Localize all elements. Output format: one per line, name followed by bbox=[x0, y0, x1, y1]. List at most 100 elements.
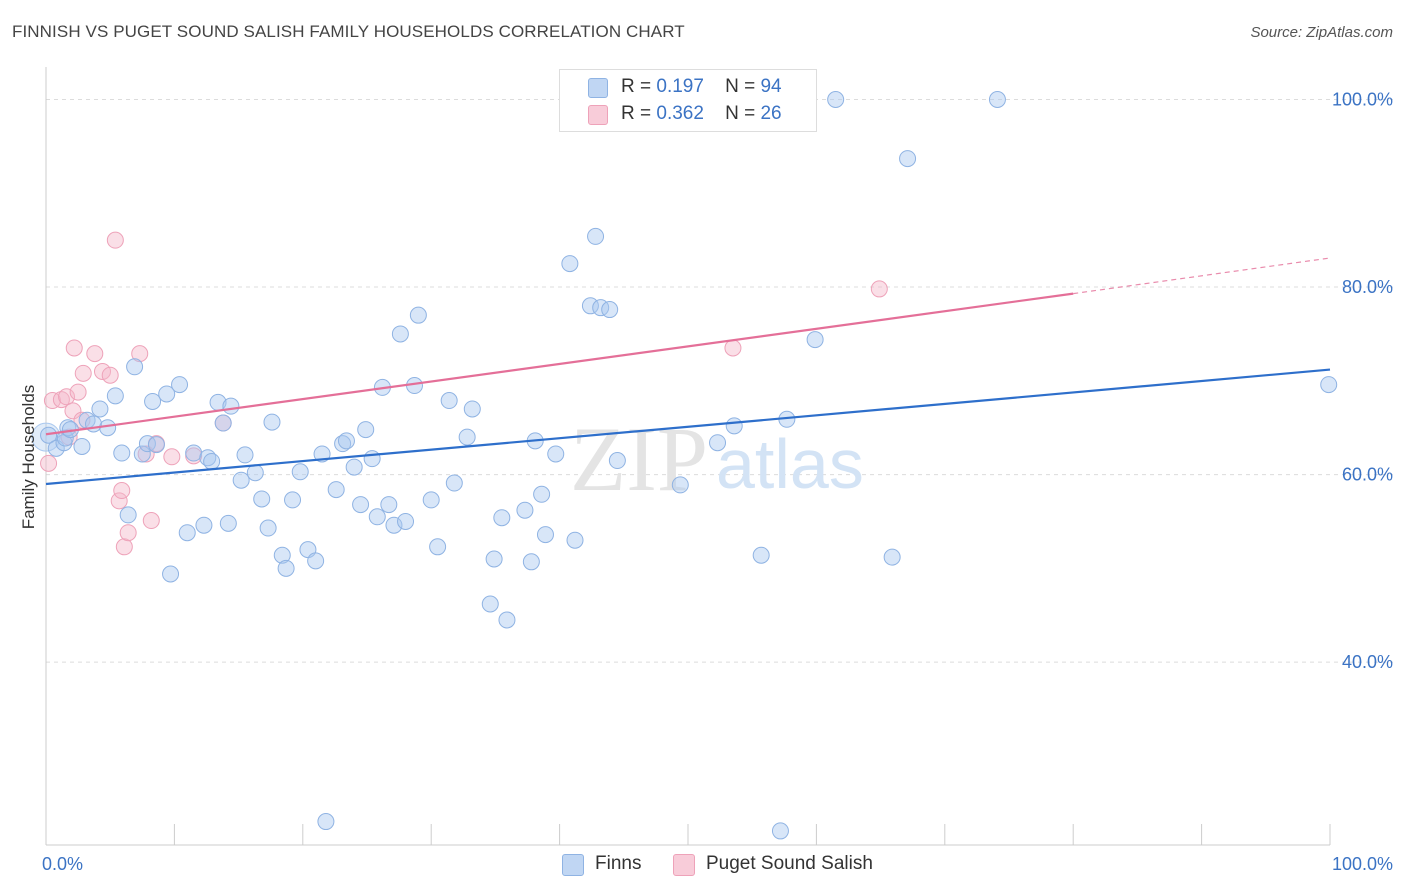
point-finns bbox=[253, 490, 271, 508]
point-finns bbox=[195, 516, 213, 534]
point-finns bbox=[363, 450, 381, 468]
point-finns bbox=[158, 385, 176, 403]
point-finns bbox=[162, 565, 180, 583]
point-finns bbox=[422, 491, 440, 509]
bottom-legend-swatch-salish bbox=[673, 854, 695, 876]
point-salish bbox=[43, 392, 61, 410]
point-finns bbox=[536, 526, 554, 544]
point-finns bbox=[988, 91, 1006, 109]
point-finns bbox=[380, 496, 398, 514]
point-finns bbox=[91, 400, 109, 418]
legend-n-label: N = bbox=[725, 76, 756, 97]
point-salish bbox=[64, 402, 82, 420]
point-finns bbox=[337, 432, 355, 450]
point-finns bbox=[725, 417, 743, 435]
point-finns bbox=[222, 397, 240, 415]
point-salish bbox=[115, 538, 133, 556]
point-finns bbox=[498, 611, 516, 629]
x-tick-label-100: 100.0% bbox=[1332, 854, 1393, 874]
point-finns bbox=[547, 445, 565, 463]
legend-r-value: 0.362 bbox=[656, 103, 704, 124]
point-finns bbox=[581, 297, 599, 315]
point-salish bbox=[110, 492, 128, 510]
point-finns bbox=[771, 822, 789, 840]
point-finns bbox=[203, 452, 221, 470]
trend-line-salish-extension bbox=[1073, 257, 1331, 295]
legend-swatch-finns bbox=[588, 78, 608, 98]
point-finns bbox=[147, 436, 165, 454]
y-tick-label-60: 60.0% bbox=[1342, 465, 1393, 485]
legend-r-value: 0.197 bbox=[656, 76, 704, 97]
chart-source: Source: ZipAtlas.com bbox=[1250, 24, 1393, 41]
point-finns bbox=[608, 452, 626, 470]
point-salish bbox=[40, 454, 58, 472]
bottom-legend-label-finns: Finns bbox=[595, 853, 642, 874]
legend-r-label: R = bbox=[621, 76, 652, 97]
point-salish bbox=[142, 512, 160, 530]
point-finns bbox=[883, 548, 901, 566]
point-finns bbox=[185, 444, 203, 462]
point-salish bbox=[74, 364, 92, 382]
point-finns bbox=[357, 421, 375, 439]
point-finns bbox=[284, 491, 302, 509]
y-tick-label-80: 80.0% bbox=[1342, 277, 1393, 297]
point-finns bbox=[106, 387, 124, 405]
y-tick-label-40: 40.0% bbox=[1342, 652, 1393, 672]
legend-n-value: 26 bbox=[760, 103, 782, 124]
point-finns bbox=[236, 446, 254, 464]
point-finns bbox=[273, 546, 291, 564]
point-finns bbox=[587, 227, 605, 245]
point-finns bbox=[126, 358, 144, 376]
point-salish bbox=[86, 345, 104, 363]
point-finns bbox=[178, 524, 196, 542]
point-finns bbox=[171, 376, 189, 394]
point-finns bbox=[277, 559, 295, 577]
watermark-zip: ZIP bbox=[570, 408, 708, 510]
point-finns bbox=[429, 538, 447, 556]
point-salish bbox=[119, 524, 137, 542]
point-salish bbox=[724, 339, 742, 357]
point-finns bbox=[516, 501, 534, 519]
point-finns bbox=[445, 474, 463, 492]
point-finns bbox=[144, 392, 162, 410]
point-finns bbox=[481, 595, 499, 613]
point-salish bbox=[93, 362, 111, 380]
point-finns bbox=[458, 428, 476, 446]
point-finns bbox=[259, 519, 277, 537]
trend-line-salish bbox=[45, 292, 1074, 436]
point-finns bbox=[119, 506, 137, 524]
x-tick-label-0: 0.0% bbox=[42, 854, 83, 874]
point-finns bbox=[133, 445, 151, 463]
point-salish bbox=[113, 482, 131, 500]
legend-n-label: N = bbox=[725, 103, 756, 124]
point-finns bbox=[138, 435, 156, 453]
point-finns bbox=[214, 414, 232, 432]
point-salish bbox=[69, 383, 87, 401]
point-salish bbox=[131, 345, 149, 363]
point-finns bbox=[263, 413, 281, 431]
legend-swatch-salish bbox=[588, 105, 608, 125]
watermark-atlas: atlas bbox=[716, 425, 864, 503]
trend-lines bbox=[45, 257, 1331, 486]
point-finns bbox=[307, 552, 325, 570]
point-finns bbox=[671, 476, 689, 494]
point-finns bbox=[327, 481, 345, 499]
point-finns bbox=[709, 434, 727, 452]
point-finns bbox=[409, 306, 427, 324]
y-tick-labels: 40.0% 60.0% 80.0% 100.0% bbox=[1332, 90, 1393, 673]
point-finns bbox=[397, 512, 415, 530]
point-salish bbox=[163, 448, 181, 466]
point-finns bbox=[806, 331, 824, 349]
point-salish bbox=[870, 280, 888, 298]
point-finns bbox=[485, 550, 503, 568]
point-finns bbox=[40, 426, 58, 444]
point-finns bbox=[56, 429, 74, 447]
point-finns bbox=[899, 150, 917, 168]
legend-text-finns: R = 0.197 N = 94 bbox=[621, 76, 782, 98]
point-finns bbox=[601, 301, 619, 319]
point-finns bbox=[522, 553, 540, 571]
point-finns-cluster bbox=[31, 422, 61, 452]
y-tick-label-100: 100.0% bbox=[1332, 90, 1393, 110]
point-finns bbox=[561, 255, 579, 273]
